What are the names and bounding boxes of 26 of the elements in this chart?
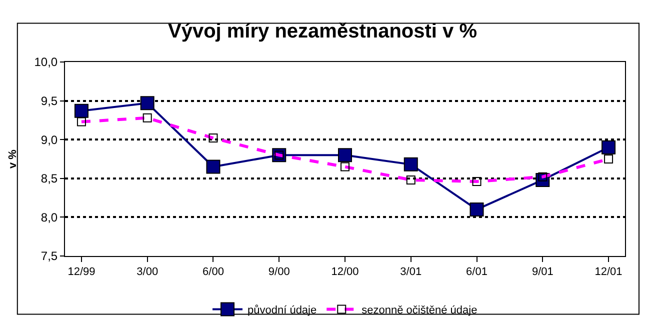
point — [602, 140, 616, 154]
y-tick-label: 10,0 — [34, 55, 58, 70]
y-axis-title: v % — [6, 149, 19, 168]
y-tick-label: 8,5 — [40, 172, 58, 186]
x-tick-label: 12/01 — [594, 266, 622, 278]
y-tick-label: 9,5 — [40, 94, 58, 108]
legend-label: sezonně očištěné údaje — [362, 304, 478, 317]
x-tick-label: 12/00 — [331, 266, 359, 278]
point — [74, 104, 88, 118]
chart-title: Vývoj míry nezaměstnanosti v % — [168, 20, 478, 43]
point — [338, 148, 352, 162]
x-tick-label: 9/00 — [268, 266, 290, 278]
x-tick-label: 12/99 — [68, 266, 96, 278]
x-tick-label: 6/00 — [202, 266, 224, 278]
y-tick-label: 9,0 — [40, 132, 58, 147]
x-tick-label: 3/01 — [400, 266, 422, 278]
point — [140, 96, 154, 110]
point — [206, 160, 220, 174]
point — [470, 202, 484, 216]
y-tick-label: 8,0 — [40, 210, 58, 224]
point — [404, 157, 418, 172]
x-tick-label: 9/01 — [532, 266, 554, 278]
legend-label: původní údaje — [248, 304, 317, 317]
x-tick-label: 6/01 — [466, 266, 488, 278]
x-tick-label: 3/00 — [136, 266, 158, 278]
y-tick-label: 7,5 — [40, 249, 58, 264]
